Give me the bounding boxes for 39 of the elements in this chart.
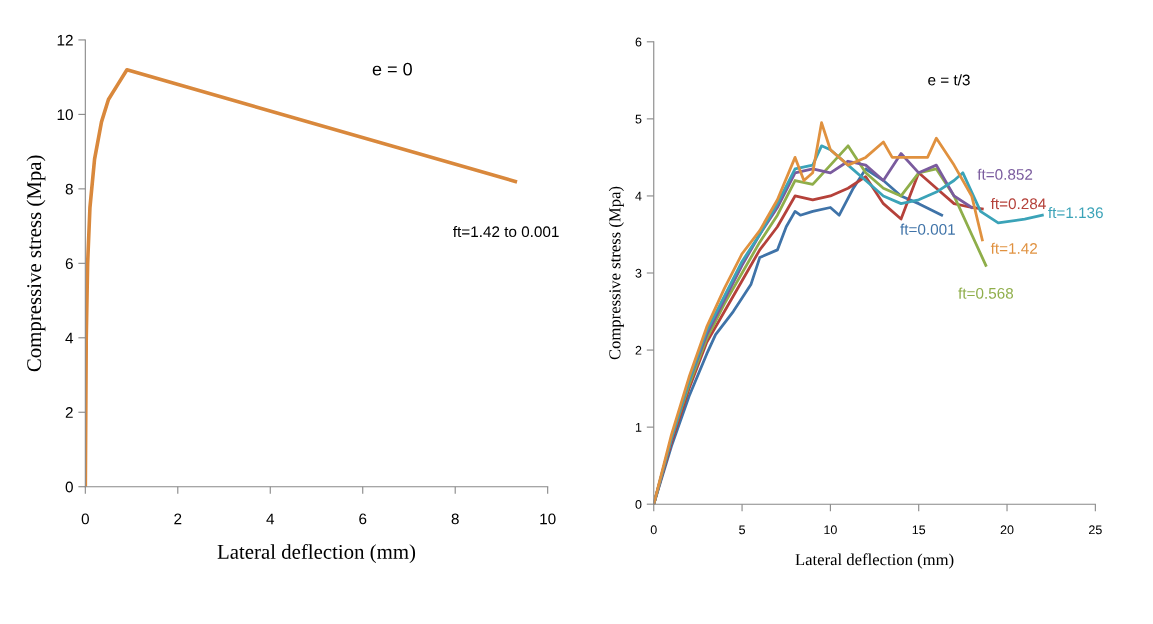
x-tick-label: 8 [451,513,459,525]
x-tick-label: 4 [266,513,275,525]
x-tick-label: 10 [540,513,556,525]
x-axis-title: Lateral deflection (mm) [795,553,954,569]
series-label: ft=0.284 [990,197,1046,210]
y-tick-label: 2 [65,407,73,418]
y-tick-label: 2 [635,345,642,355]
x-tick-label: 10 [824,525,837,535]
y-tick-label: 3 [635,268,642,278]
y-axis-title: Compressive stress (Mpa) [608,186,624,360]
x-tick-label: 0 [650,525,657,535]
y-tick-label: 4 [635,191,642,201]
y-tick-label: 0 [65,481,73,493]
x-tick-label: 6 [359,513,367,525]
y-tick-label: 0 [635,499,642,509]
x-axis-title: Lateral deflection (mm) [217,544,416,564]
series-label: ft=1.42 [990,242,1038,254]
y-tick-label: 12 [57,34,73,46]
series-label: ft=0.852 [977,168,1033,180]
y-tick-label: 6 [635,37,642,47]
x-tick-label: 5 [739,525,746,535]
x-tick-label: 25 [1089,525,1102,535]
series-label: ft=1.136 [1048,206,1103,219]
y-tick-label: 1 [635,423,642,432]
y-tick-label: 5 [635,114,642,124]
x-tick-label: 2 [174,513,182,525]
y-tick-label: 6 [65,258,73,270]
annotation: e = t/3 [928,74,970,86]
y-tick-label: 10 [57,109,73,121]
y-tick-label: 4 [65,332,74,344]
series-label: ft=0.568 [958,287,1014,299]
x-tick-label: 0 [81,513,89,525]
y-tick-label: 8 [65,183,73,195]
text: ft=1.42 to 0.001 [453,225,559,238]
x-tick-label: 20 [1000,525,1014,535]
series-label: ft=0.001 [900,223,955,235]
y-axis-title: Compressive stress (Mpa) [26,155,46,372]
annotation: e = 0 [372,62,412,76]
x-tick-label: 15 [912,525,926,535]
